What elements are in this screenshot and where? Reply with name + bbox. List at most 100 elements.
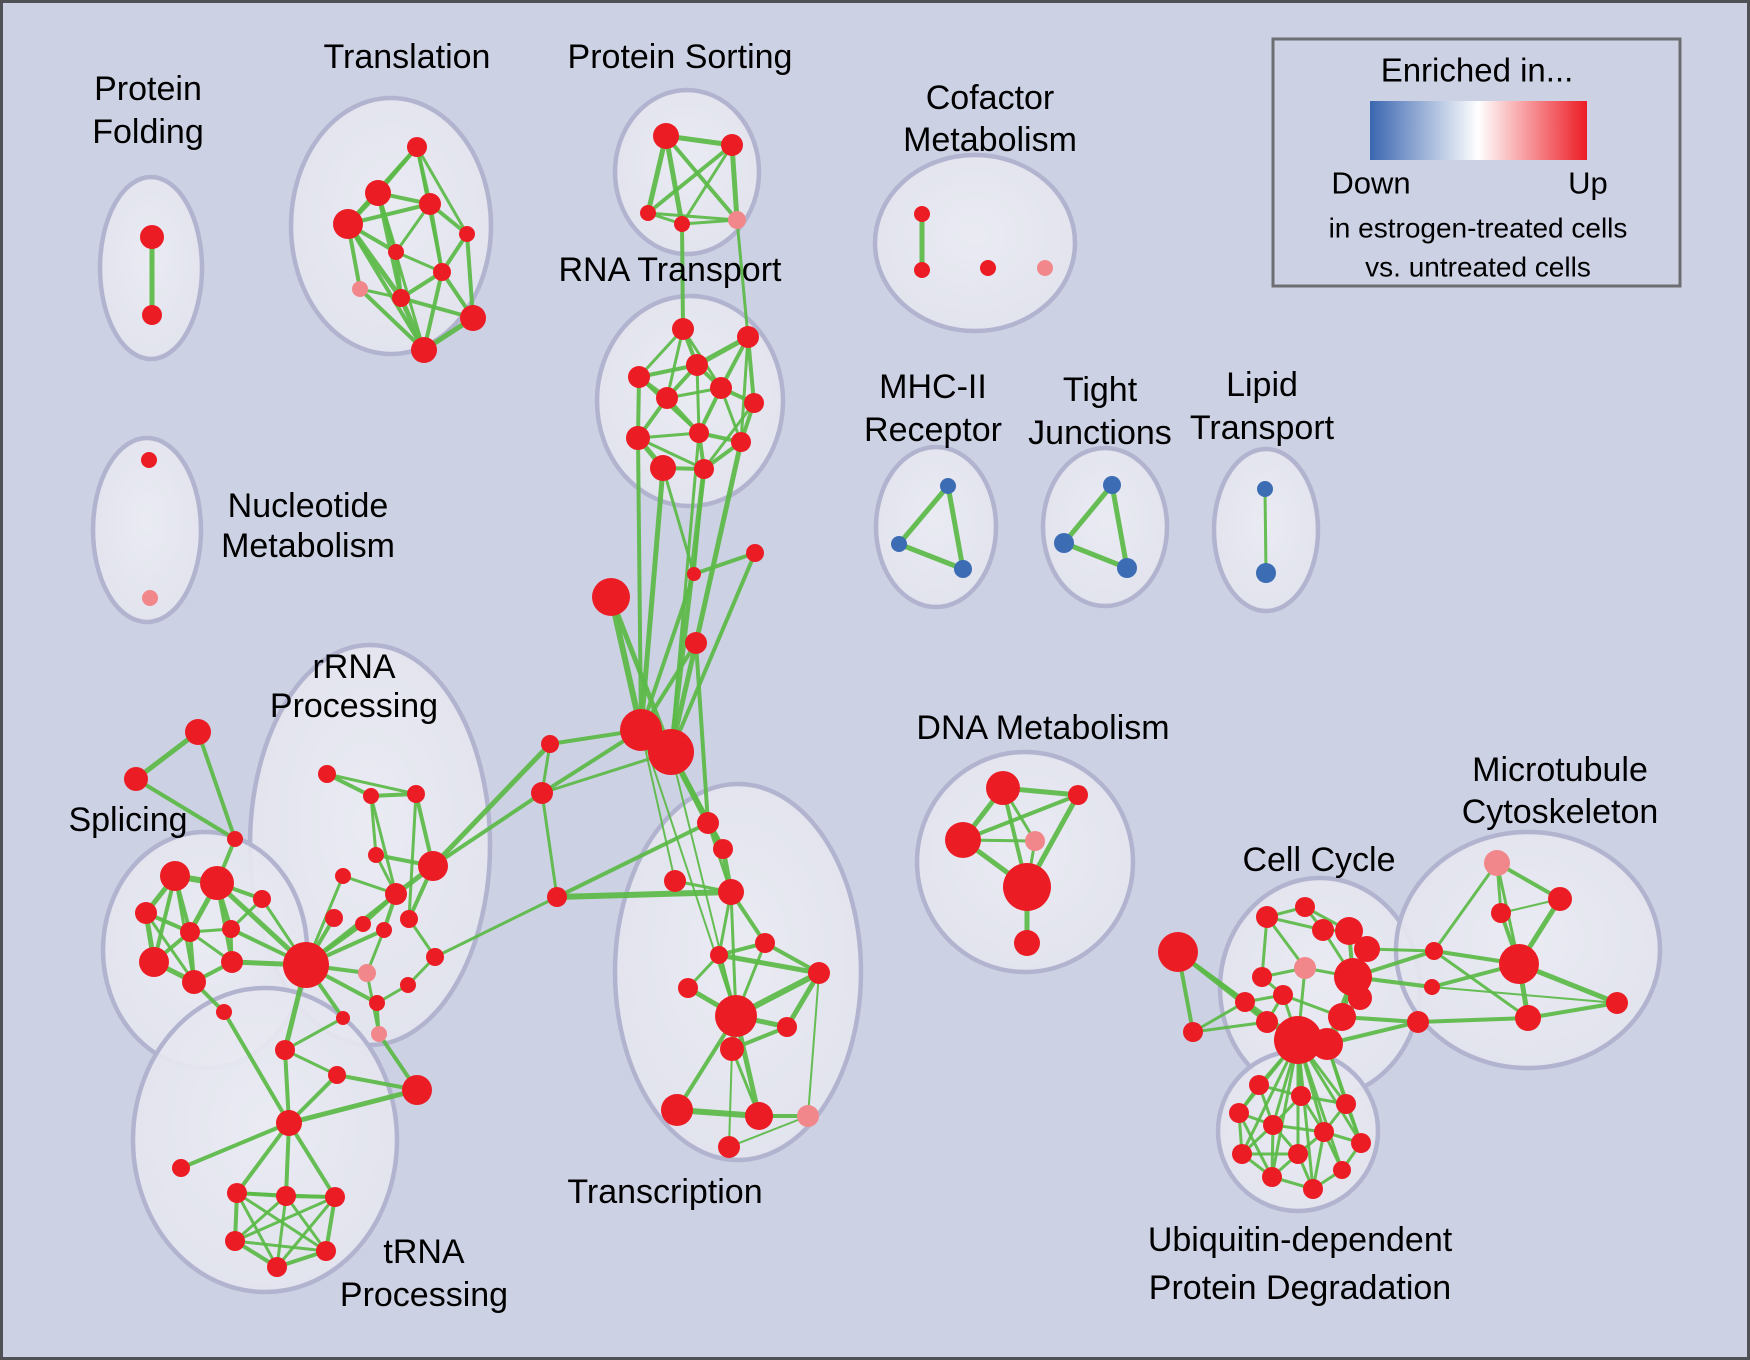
node [1348,986,1372,1010]
node [648,729,694,775]
edge [415,145,469,236]
cluster-label-ubiquitin-degradation: Protein Degradation [1149,1269,1451,1307]
edge [645,133,669,216]
edge [945,483,966,572]
cluster-label-nucleotide-metabolism: Metabolism [221,527,395,565]
node [1407,1011,1429,1033]
node [1037,260,1053,276]
edge [286,1087,420,1126]
node [664,870,686,892]
node [185,719,211,745]
edge [358,287,426,352]
legend-caption-line2: vs. untreated cells [1365,252,1591,283]
node [1235,992,1255,1012]
node [1328,1003,1356,1031]
node [685,632,707,654]
node [694,459,714,479]
node [710,377,732,399]
node [376,922,392,938]
node [1256,563,1276,583]
edge [346,222,426,352]
node [216,1004,232,1020]
node [718,879,744,905]
node [1288,1144,1308,1164]
edge [235,1121,291,1195]
edge [540,791,559,899]
edge [1431,986,1618,1004]
node [1303,1179,1323,1199]
edge [661,466,696,576]
cluster-label-protein-folding: Folding [92,113,204,151]
cluster-label-tight-junctions: Junctions [1028,414,1172,452]
node [1263,1115,1283,1135]
node [388,244,404,260]
node [687,567,701,581]
cluster-label-ubiquitin-degradation: Ubiquitin-dependent [1148,1221,1453,1259]
node [325,1187,345,1207]
node [419,193,441,215]
cluster-ellipse-mhc-ii-receptor [873,444,999,610]
node [945,822,981,858]
edge [728,1115,809,1148]
edge [716,952,822,976]
node [336,1011,350,1025]
node [1252,967,1272,987]
node [369,995,385,1011]
edge [284,1194,328,1253]
node [737,326,759,348]
node [335,868,351,884]
edge [692,551,757,576]
edge [680,143,734,226]
node [672,318,694,340]
cluster-label-splicing: Splicing [68,801,187,839]
cluster-ellipse-dna-metabolism [914,749,1136,975]
node [325,909,343,927]
cluster-ellipse-translation [288,95,494,357]
node [1249,1075,1269,1095]
cluster-label-rrna-processing: Processing [270,687,438,725]
node [1256,906,1278,928]
legend-box [1271,37,1682,288]
edge [1432,861,1499,953]
cluster-label-microtubule-cytoskeleton: Cytoskeleton [1462,793,1659,831]
node [275,1040,295,1060]
edge [739,335,750,444]
edge [663,133,685,227]
node [697,812,719,834]
node [1003,863,1051,911]
node [745,1102,773,1130]
node [1273,985,1293,1005]
node [721,134,743,156]
node [1256,1011,1278,1033]
edge [692,467,706,576]
edge [669,431,701,754]
node [392,289,410,307]
node [731,432,751,452]
node [986,771,1020,805]
legend-up-label: Up [1568,166,1608,201]
node [459,226,475,242]
edge [422,270,444,352]
edge [376,191,426,352]
node [531,782,553,804]
node [797,1105,819,1127]
edge [680,218,739,226]
legend-down-label: Down [1331,166,1410,201]
node [1025,831,1045,851]
cluster-ellipse-cofactor-metabolism [872,152,1078,334]
node [227,831,243,847]
node [940,478,956,494]
node [1291,1086,1311,1106]
node [365,180,391,206]
legend: Enriched in... Down Up in estrogen-treat… [1271,37,1682,288]
node [674,216,690,232]
labels-layer: Protein Folding Translation Protein Sorting… [68,38,1658,1314]
legend-title: Enriched in... [1381,52,1574,89]
node [180,922,200,942]
node [1312,919,1334,941]
edge [1416,1016,1530,1024]
node [135,902,157,924]
node [283,942,329,988]
node [371,1026,387,1042]
